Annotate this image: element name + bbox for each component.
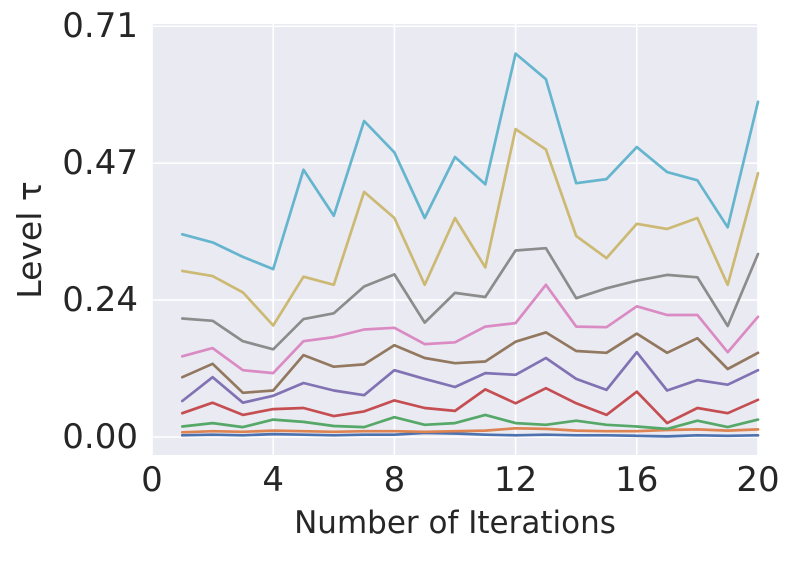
y-tick-label: 0.24 [62, 280, 138, 321]
x-tick-label: 16 [615, 460, 659, 500]
y-tick-label: 0.47 [62, 143, 138, 184]
series-line-pink [180, 283, 760, 375]
series-line-green [180, 413, 760, 431]
series-line-red [180, 386, 760, 425]
series-line-blue [180, 431, 760, 438]
x-tick-label: 4 [262, 460, 284, 500]
series-line-brown [180, 331, 760, 395]
series-line-gray [180, 246, 760, 351]
series-line-cyan [180, 52, 760, 271]
x-axis-label: Number of Iterations [294, 505, 616, 541]
y-axis-label: Level τ [10, 181, 49, 299]
series-line-orange [180, 426, 760, 434]
y-tick-label: 0.71 [62, 6, 138, 47]
series-line-yellow [180, 127, 760, 327]
x-tick-label: 12 [493, 460, 538, 500]
plot-area [152, 24, 758, 455]
x-tick-label: 20 [736, 460, 780, 500]
x-tick-label: 8 [383, 460, 406, 500]
y-tick-label: 0.00 [62, 416, 138, 457]
series-line-purple [180, 350, 760, 405]
x-tick-label: 0 [141, 460, 163, 500]
